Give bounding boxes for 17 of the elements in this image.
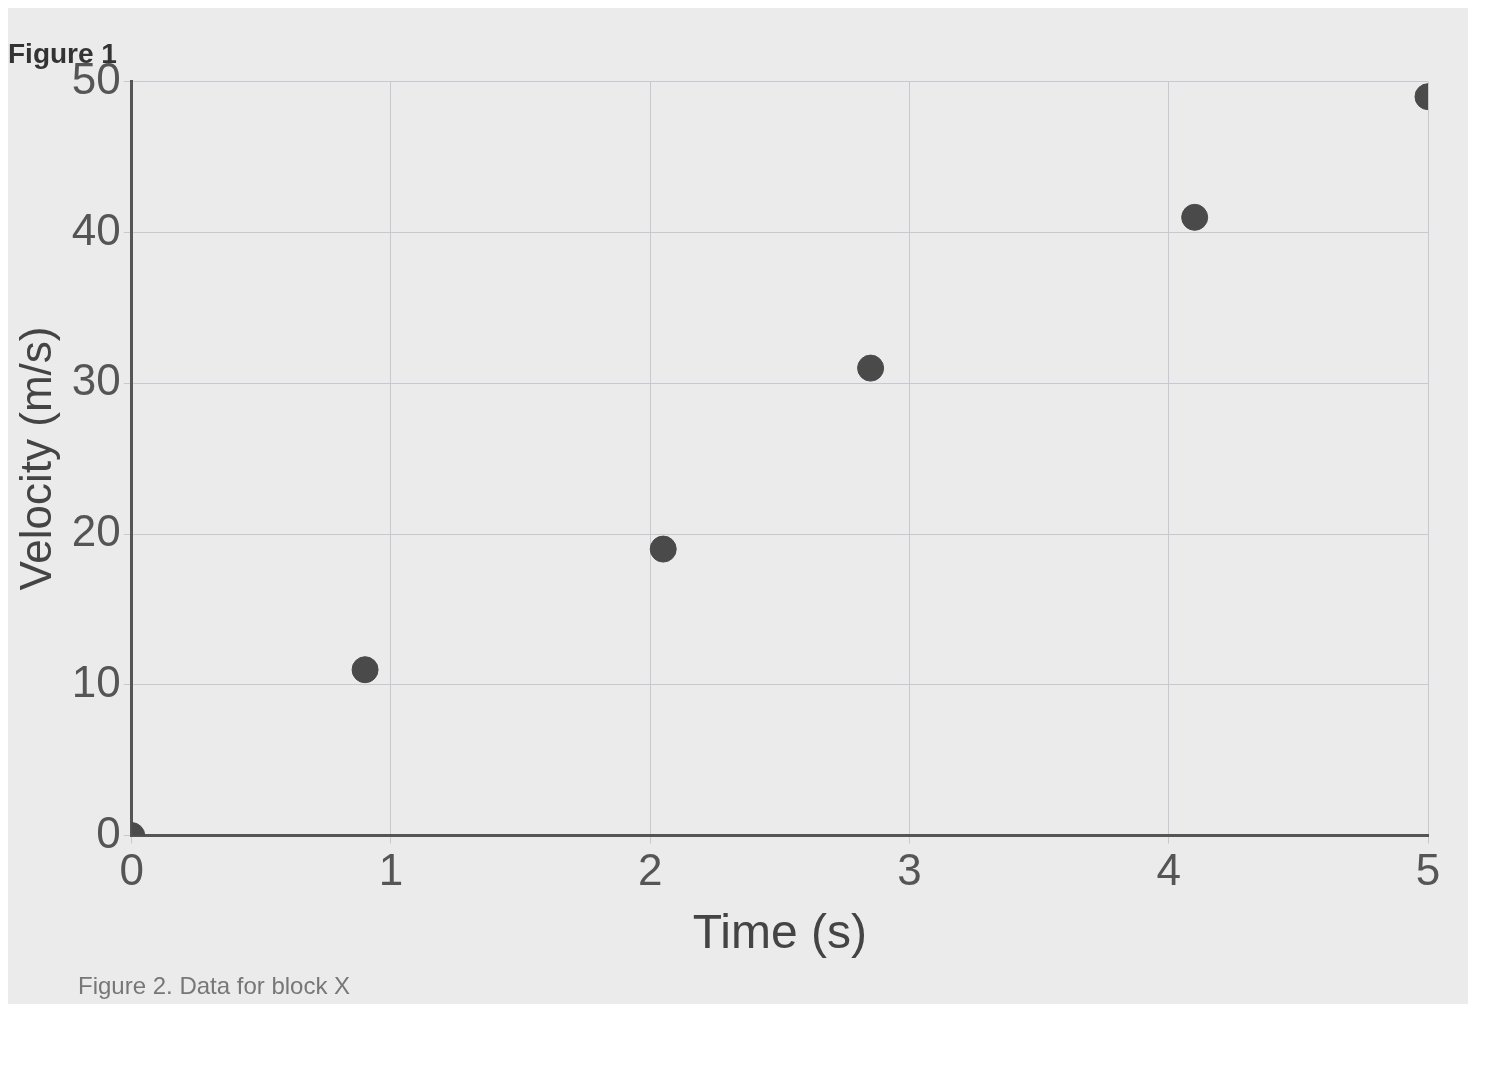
caption: Figure 2. Data for block X (77, 971, 352, 1001)
x-tick-label: 5 (1415, 845, 1441, 895)
x-tick-label: 3 (897, 845, 922, 895)
x-tick-label: 1 (378, 845, 404, 895)
point (1181, 203, 1209, 231)
y-tick-label: 0 (96, 807, 121, 857)
point (351, 656, 379, 684)
y-tick-label: 10 (71, 656, 121, 706)
x-tick-label: 4 (1156, 845, 1181, 895)
x-tick-label: 2 (638, 845, 663, 895)
y-tick-label: 40 (71, 204, 121, 254)
x-axis-title: Time (s) (692, 905, 867, 959)
y-tick-label: 30 (71, 355, 121, 405)
y-axis-title: Velocity (m/s) (10, 326, 60, 591)
y-tick-label: 20 (71, 506, 121, 556)
point (649, 535, 677, 563)
point (857, 354, 885, 382)
